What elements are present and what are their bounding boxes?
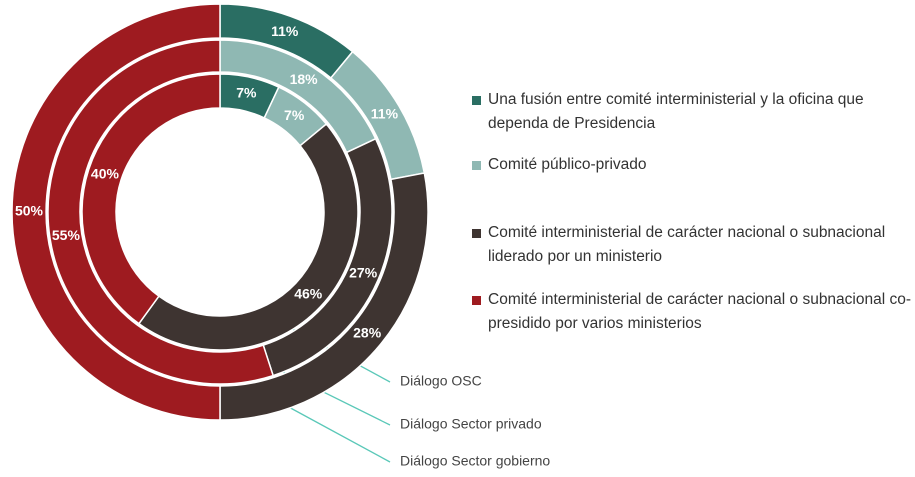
legend-swatch	[472, 96, 481, 105]
ring-segment	[137, 122, 359, 351]
segment-label: 55%	[52, 227, 81, 243]
segment-label: 11%	[271, 23, 299, 39]
legend-label: Una fusión entre comité interministerial…	[488, 91, 864, 132]
legend-swatch	[472, 161, 481, 170]
legend-label: Comité interministerial de carácter naci…	[488, 224, 886, 265]
segment-label: 7%	[236, 85, 257, 101]
segment-label: 50%	[15, 203, 44, 219]
ring-segment	[11, 3, 221, 421]
pointer-line	[284, 404, 391, 463]
segment-label: 27%	[349, 265, 378, 281]
segment-label: 18%	[290, 71, 319, 87]
ring-segment	[81, 73, 221, 325]
legend-label: Comité interministerial de carácter naci…	[488, 291, 912, 332]
segment-label: 7%	[284, 107, 305, 123]
ring-segment	[47, 39, 275, 385]
legend-swatch	[472, 229, 481, 238]
legend-item: Una fusión entre comité interministerial…	[472, 88, 912, 136]
segment-label: 28%	[353, 324, 382, 340]
legend-label: Comité público-privado	[488, 156, 647, 173]
legend-item: Comité interministerial de carácter naci…	[472, 221, 912, 269]
ring-name: Diálogo OSC	[400, 373, 482, 389]
legend-item: Comité interministerial de carácter naci…	[472, 288, 912, 336]
segment-label: 11%	[371, 105, 399, 121]
segment-label: 40%	[91, 165, 120, 181]
ring-name: Diálogo Sector gobierno	[400, 453, 550, 469]
ring-name: Diálogo Sector privado	[400, 416, 542, 432]
segment-label: 46%	[294, 286, 323, 302]
legend-swatch	[472, 296, 481, 305]
legend-item: Comité público-privado	[472, 153, 912, 177]
